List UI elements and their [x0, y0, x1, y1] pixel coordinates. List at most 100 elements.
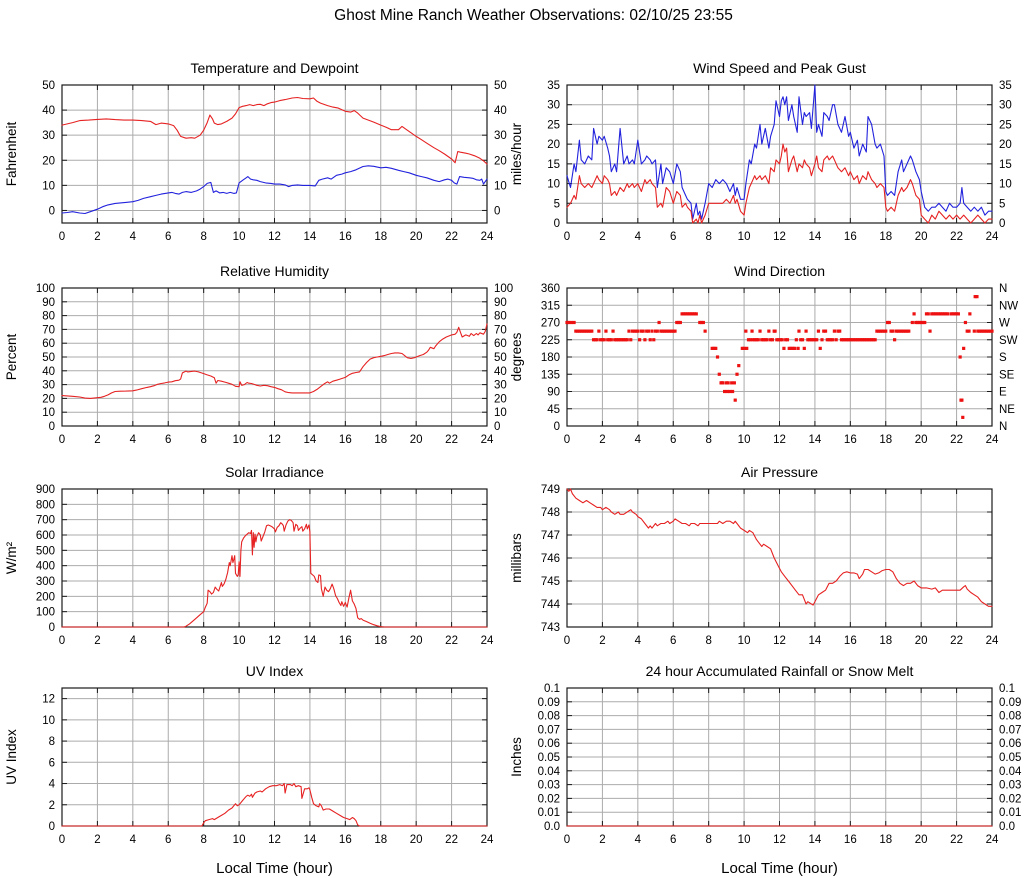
data-point-wind-direction [878, 329, 883, 333]
y-right-label: 10 [494, 407, 507, 419]
data-point-wind-direction [804, 329, 808, 333]
data-point-wind-direction [611, 329, 615, 333]
data-point-wind-direction [584, 329, 589, 333]
y-right-label: 0 [999, 218, 1005, 230]
data-point-wind-direction [910, 320, 914, 325]
x-tick-label: 22 [445, 834, 458, 846]
x-tick-label: 16 [844, 635, 857, 647]
x-tick-label: 22 [445, 434, 458, 446]
x-tick-label: 24 [986, 434, 999, 446]
x-tick-label: 16 [339, 231, 352, 243]
x-tick-label: 10 [233, 231, 246, 243]
y-tick-label: 800 [36, 499, 55, 511]
y-tick-label: 500 [36, 545, 55, 557]
chart-title: Solar Irradiance [225, 464, 324, 480]
data-point-wind-direction [607, 338, 612, 342]
data-point-wind-direction [725, 389, 729, 394]
data-point-wind-direction [846, 338, 851, 342]
data-point-wind-direction [746, 338, 751, 342]
x-tick-label: 4 [130, 635, 137, 647]
data-point-wind-direction [682, 312, 686, 316]
x-tick-label: 8 [705, 635, 711, 647]
y-right-label: 0 [494, 205, 500, 217]
data-point-wind-direction [829, 338, 833, 342]
data-point-wind-direction [905, 329, 909, 333]
y-tick-label: 700 [36, 515, 55, 527]
data-point-wind-direction [990, 329, 994, 333]
x-tick-label: 22 [950, 635, 963, 647]
data-point-wind-direction [645, 329, 649, 333]
data-point-wind-direction [576, 329, 580, 333]
data-point-wind-direction [699, 320, 704, 325]
data-point-wind-direction [875, 329, 879, 333]
y-tick-label: 200 [36, 591, 55, 603]
data-point-wind-direction [597, 329, 601, 333]
y-tick-label: 0.09 [538, 697, 560, 709]
x-tick-label: 2 [94, 231, 100, 243]
series-line-peak-gust [566, 84, 993, 220]
series-line-air-pressure [566, 488, 993, 607]
y-tick-label: 0 [49, 821, 55, 833]
data-point-wind-direction [928, 329, 932, 333]
data-point-wind-direction [914, 320, 918, 325]
y-right-label: 20 [494, 155, 507, 167]
data-point-wind-direction [923, 320, 927, 325]
y-right-label: 0.02 [999, 793, 1021, 805]
y-tick-label: 35 [547, 80, 560, 92]
y-right-label: 50 [494, 80, 507, 92]
data-point-wind-direction [574, 329, 578, 333]
data-point-wind-direction [789, 346, 793, 350]
data-point-wind-direction [979, 329, 983, 333]
chart-canvas-solar-irradiance: 0 2 4 6 8 10 12 14 16 18 20 22 240100200300400500600… [4, 464, 494, 647]
y-right-label: 0.01 [999, 807, 1021, 819]
x-tick-label: 22 [445, 635, 458, 647]
data-point-wind-direction [758, 329, 762, 333]
data-point-wind-direction [953, 312, 957, 316]
data-point-wind-direction [715, 355, 720, 359]
data-point-wind-direction [841, 338, 845, 342]
x-tick-label: 6 [670, 231, 676, 243]
y-right-label: 20 [494, 393, 507, 405]
y-tick-label: 749 [541, 484, 560, 496]
data-point-wind-direction [748, 338, 752, 342]
data-point-wind-direction [983, 329, 987, 333]
y-tick-label: 315 [541, 300, 560, 312]
data-point-wind-direction [986, 329, 991, 333]
data-point-wind-direction [813, 338, 817, 342]
data-point-wind-direction [831, 338, 835, 342]
x-tick-label: 20 [410, 834, 423, 846]
data-point-wind-direction [838, 329, 842, 333]
x-tick-label: 16 [844, 834, 857, 846]
data-point-wind-direction [717, 372, 721, 376]
data-point-wind-direction [581, 329, 585, 333]
data-point-wind-direction [659, 329, 663, 333]
x-tick-label: 16 [844, 434, 857, 446]
data-point-wind-direction [868, 338, 872, 342]
chart-title: Temperature and Dewpoint [190, 60, 358, 76]
data-point-wind-direction [577, 329, 581, 333]
x-tick-label: 2 [599, 231, 605, 243]
data-point-wind-direction [820, 338, 824, 342]
x-axis-label: Local Time (hour) [216, 860, 333, 877]
x-tick-label: 4 [635, 434, 642, 446]
data-point-wind-direction [791, 346, 795, 350]
chart-title: UV Index [246, 663, 304, 679]
data-point-wind-direction [809, 338, 813, 342]
data-point-wind-direction [960, 398, 964, 402]
data-point-wind-direction [787, 346, 791, 350]
y-right-label: SE [999, 369, 1015, 381]
data-point-wind-direction [891, 329, 895, 333]
chart-solar-irradiance: 0 2 4 6 8 10 12 14 16 18 20 22 24 0 100 200 300 400 500 600… [0, 459, 522, 664]
y-tick-label: 40 [42, 366, 55, 378]
y-right-label: 15 [999, 159, 1012, 171]
x-tick-label: 2 [599, 635, 605, 647]
y-tick-label: 0 [554, 218, 560, 230]
data-point-wind-direction [760, 338, 764, 342]
y-right-label: NE [999, 404, 1015, 416]
x-tick-label: 10 [738, 834, 751, 846]
data-point-wind-direction [634, 329, 638, 333]
data-point-wind-direction [939, 312, 943, 316]
data-point-wind-direction [796, 346, 800, 350]
data-point-wind-direction [778, 338, 782, 342]
